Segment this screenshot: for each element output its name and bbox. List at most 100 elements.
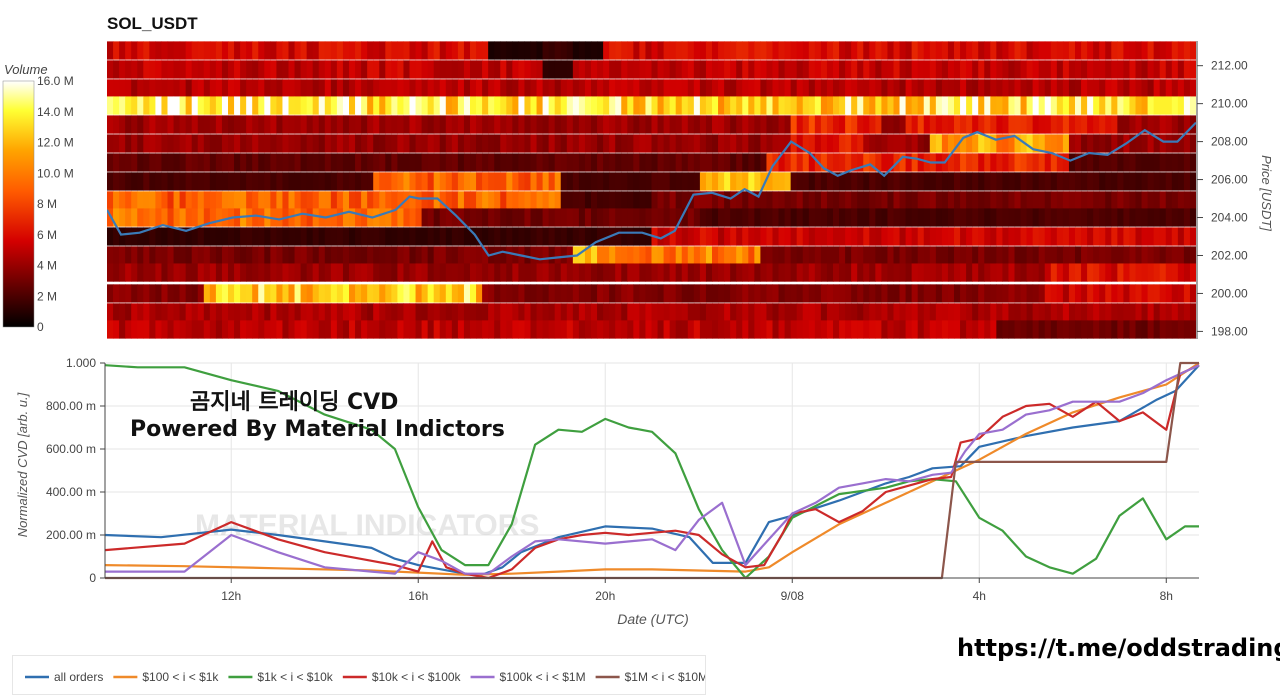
heatmap-cell [312, 208, 320, 227]
heatmap-cell [548, 246, 556, 265]
heatmap-cell [149, 284, 156, 303]
heatmap-cell [173, 227, 181, 246]
heatmap-cell [1002, 134, 1010, 153]
heatmap-cell [228, 153, 235, 172]
heatmap-cell [191, 320, 199, 339]
heatmap-cell [137, 115, 144, 134]
heatmap-cell [893, 60, 901, 79]
heatmap-cell [1141, 172, 1149, 191]
heatmap-cell [869, 303, 876, 322]
heatmap-cell [330, 153, 338, 172]
heatmap-cell [240, 284, 247, 303]
heatmap-cell [1159, 41, 1167, 60]
heatmap-cell [1165, 284, 1173, 303]
heatmap-cell [609, 115, 616, 134]
heatmap-cell [1171, 191, 1179, 210]
heatmap-cell [748, 96, 755, 115]
heatmap-cell [379, 134, 386, 153]
heatmap-cell [730, 60, 737, 79]
heatmap-cell [669, 303, 677, 322]
heatmap-cell [536, 60, 544, 79]
heatmap-cell [1008, 96, 1016, 115]
heatmap-cell [657, 134, 665, 153]
heatmap-cell [887, 191, 895, 210]
overlay-subtitle: Powered By Material Indictors [130, 417, 505, 442]
price-line [107, 121, 1196, 261]
heatmap-cell [814, 191, 822, 210]
heatmap-cell [342, 115, 350, 134]
heatmap-cell [621, 303, 628, 322]
heatmap-cell [978, 303, 985, 322]
heatmap-cell [790, 41, 798, 60]
heatmap-cell [621, 79, 628, 98]
heatmap-cell [663, 246, 671, 265]
heatmap-cell [264, 96, 271, 115]
heatmap-cell [288, 153, 296, 172]
heatmap-cell [875, 60, 882, 79]
heatmap-cell [675, 320, 683, 339]
heatmap-cell [1147, 208, 1155, 227]
heatmap-cell [1032, 284, 1040, 303]
heatmap-cell [911, 79, 919, 98]
heatmap-cell [863, 60, 870, 79]
heatmap-cell [1068, 320, 1076, 339]
heatmap-cell [863, 96, 870, 115]
heatmap-cell [240, 79, 247, 98]
heatmap-cell [724, 153, 731, 172]
heatmap-cell [1189, 246, 1196, 265]
heatmap-cell [361, 41, 368, 60]
heatmap-cell [1002, 41, 1010, 60]
heatmap-cell [917, 115, 925, 134]
heatmap-cell [506, 208, 513, 227]
heatmap-cell [530, 227, 538, 246]
heatmap-cell [675, 60, 683, 79]
heatmap-cell [1147, 246, 1155, 265]
heatmap-cell [1177, 284, 1185, 303]
heatmap-cell [778, 320, 786, 339]
heatmap-cell [258, 320, 265, 339]
heatmap-cell [1032, 153, 1040, 172]
heatmap-cell [482, 60, 489, 79]
heatmap-cell [433, 191, 441, 210]
heatmap-cell [155, 60, 163, 79]
heatmap-cell [851, 303, 858, 322]
heatmap-cell [681, 303, 689, 322]
heatmap-cell [155, 134, 163, 153]
heatmap-cell [687, 134, 695, 153]
heatmap-cell [1159, 208, 1167, 227]
heatmap-cell [530, 263, 538, 282]
heatmap-cell [185, 96, 193, 115]
heatmap-cell [833, 303, 840, 322]
heatmap-cell [887, 263, 895, 282]
heatmap-cell [427, 208, 435, 227]
heatmap-cell [209, 96, 217, 115]
heatmap-cell [349, 303, 356, 322]
heatmap-cell [675, 79, 683, 98]
heatmap-cell [754, 60, 761, 79]
heatmap-cell [107, 115, 114, 134]
heatmap-cell [336, 96, 344, 115]
heatmap-cell [887, 79, 895, 98]
heatmap-cell [808, 320, 816, 339]
heatmap-cell [887, 172, 895, 191]
heatmap-cell [1117, 79, 1124, 98]
heatmap-cell [385, 172, 392, 191]
heatmap-cell [421, 134, 429, 153]
heatmap-cell [234, 134, 241, 153]
heatmap-cell [391, 246, 398, 265]
heatmap-cell [929, 284, 937, 303]
colorbar-tick-label: 2 M [37, 289, 57, 303]
heatmap-cell [1129, 227, 1137, 246]
heatmap-cell [887, 96, 895, 115]
heatmap-cell [336, 246, 344, 265]
heatmap-cell [633, 208, 640, 227]
heatmap-cell [488, 172, 495, 191]
heatmap-cell [264, 320, 271, 339]
heatmap-cell [506, 246, 513, 265]
telegram-link[interactable]: https://t.me/oddstrading2 [957, 634, 1280, 662]
heatmap-cell [645, 60, 653, 79]
heatmap-cell [161, 263, 169, 282]
heatmap-cell [379, 320, 386, 339]
heatmap-cell [1008, 263, 1016, 282]
heatmap-cell [875, 246, 882, 265]
